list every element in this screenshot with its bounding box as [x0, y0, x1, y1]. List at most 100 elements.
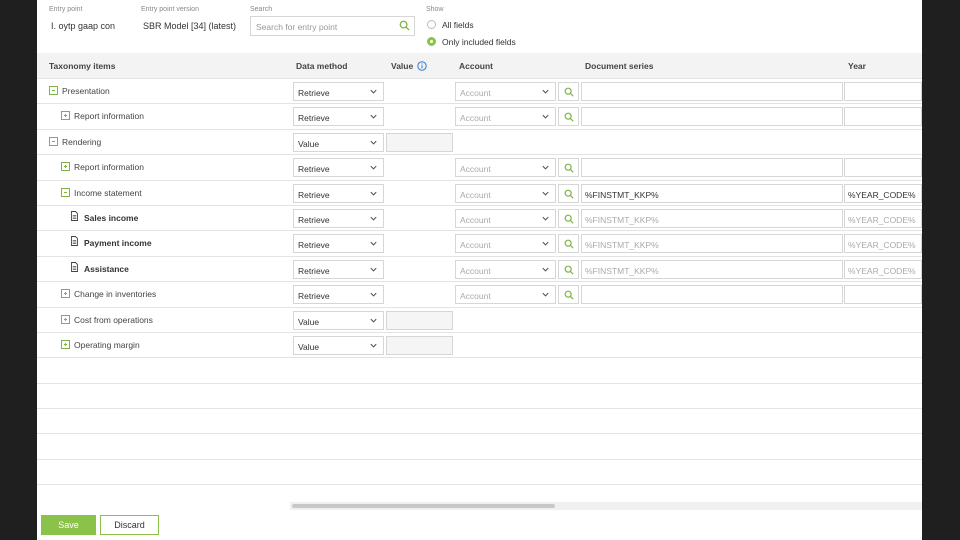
year-input[interactable]: %YEAR_CODE%	[844, 234, 922, 254]
value-input[interactable]	[386, 310, 453, 330]
data-method-select[interactable]: Retrieve	[293, 158, 384, 178]
expand-icon[interactable]	[61, 289, 70, 299]
table-row: Assistance Retrieve Account %FINSTMT_KKP% %Y…	[37, 257, 922, 283]
entry-point-version-value[interactable]: SBR Model [34] (latest)	[143, 21, 237, 31]
year-input[interactable]	[844, 285, 922, 305]
account-select[interactable]: Account	[455, 285, 556, 305]
document-series-input[interactable]	[581, 158, 843, 178]
data-method-select[interactable]: Retrieve	[293, 208, 384, 228]
account-lookup-button[interactable]	[558, 183, 579, 203]
table-row	[37, 384, 922, 410]
account-select[interactable]: Account	[455, 259, 556, 279]
col-data-method: Data method	[296, 61, 348, 71]
expand-icon[interactable]	[61, 339, 70, 349]
data-method-select[interactable]: Retrieve	[293, 234, 384, 254]
radio-all-fields-label[interactable]: All fields	[442, 20, 474, 30]
account-select[interactable]: Account	[455, 183, 556, 203]
document-series-input[interactable]: %FINSTMT_KKP%	[581, 183, 843, 203]
data-method-value: Retrieve	[298, 265, 330, 276]
search-input[interactable]: Search for entry point	[250, 16, 415, 36]
top-filter-bar: Entry point I. oytp gaap con Entry point…	[37, 0, 922, 53]
data-method-select[interactable]: Value	[293, 335, 384, 355]
search-icon[interactable]	[399, 20, 410, 31]
value-input[interactable]	[386, 335, 453, 355]
document-icon	[71, 236, 78, 247]
data-method-value: Retrieve	[298, 164, 330, 175]
taxonomy-item-label: Presentation	[62, 86, 110, 96]
collapse-icon[interactable]	[49, 136, 58, 146]
info-icon[interactable]	[417, 61, 427, 71]
radio-only-included-label[interactable]: Only included fields	[442, 37, 516, 47]
taxonomy-item-label: Report information	[74, 111, 144, 122]
scrollbar-thumb[interactable]	[292, 504, 555, 508]
data-method-select[interactable]: Retrieve	[293, 107, 384, 127]
account-lookup-button[interactable]	[558, 259, 579, 279]
collapse-icon[interactable]	[49, 86, 58, 95]
account-select[interactable]: Account	[455, 234, 556, 254]
document-series-input[interactable]: %FINSTMT_KKP%	[581, 234, 843, 254]
data-method-select[interactable]: Retrieve	[293, 285, 384, 305]
taxonomy-item-label: Payment income	[84, 238, 152, 249]
account-lookup-button[interactable]	[558, 82, 579, 101]
data-method-value: Retrieve	[298, 214, 330, 225]
col-account: Account	[459, 61, 493, 71]
data-method-select[interactable]: Value	[293, 132, 384, 152]
data-method-select[interactable]: Retrieve	[293, 82, 384, 101]
account-select[interactable]: Account	[455, 82, 556, 101]
document-series-input[interactable]	[581, 285, 843, 305]
account-lookup-button[interactable]	[558, 234, 579, 254]
show-label: Show	[426, 6, 444, 13]
year-input[interactable]	[844, 82, 922, 101]
year-input[interactable]: %YEAR_CODE%	[844, 259, 922, 279]
data-method-select[interactable]: Value	[293, 310, 384, 330]
data-method-value: Value	[298, 138, 320, 149]
expand-icon[interactable]	[61, 111, 70, 121]
document-series-input[interactable]	[581, 82, 843, 101]
account-lookup-button[interactable]	[558, 208, 579, 228]
radio-only-included-fields[interactable]	[427, 37, 436, 46]
col-year: Year	[848, 61, 866, 71]
account-lookup-button[interactable]	[558, 158, 579, 178]
year-input[interactable]: %YEAR_CODE%	[844, 208, 922, 228]
save-button[interactable]: Save	[41, 515, 96, 535]
year-input[interactable]: %YEAR_CODE%	[844, 183, 922, 203]
account-lookup-button[interactable]	[558, 285, 579, 305]
account-select[interactable]: Account	[455, 208, 556, 228]
table-row: Rendering Value	[37, 130, 922, 156]
data-method-value: Value	[298, 316, 320, 327]
account-select[interactable]: Account	[455, 158, 556, 178]
document-series-input[interactable]: %FINSTMT_KKP%	[581, 208, 843, 228]
radio-all-fields[interactable]	[427, 20, 436, 29]
year-value: %YEAR_CODE%	[848, 214, 916, 225]
document-series-input[interactable]: %FINSTMT_KKP%	[581, 259, 843, 279]
account-placeholder: Account	[460, 189, 491, 200]
chevron-down-icon	[370, 292, 377, 297]
data-method-select[interactable]: Retrieve	[293, 259, 384, 279]
table-header: Taxonomy items Data method Value Account…	[37, 53, 922, 79]
chevron-down-icon	[370, 343, 377, 348]
chevron-down-icon	[542, 165, 549, 170]
expand-icon[interactable]	[61, 162, 70, 172]
data-method-value: Retrieve	[298, 88, 330, 98]
table-row: Income statement Retrieve Account %FINSTMT_…	[37, 181, 922, 206]
expand-icon[interactable]	[61, 314, 70, 324]
search-label: Search	[250, 6, 273, 13]
account-select[interactable]: Account	[455, 107, 556, 127]
lookup-search-icon	[564, 239, 574, 249]
table-row	[37, 434, 922, 460]
entry-point-value[interactable]: I. oytp gaap con	[51, 21, 116, 31]
chevron-down-icon	[542, 216, 549, 221]
data-method-select[interactable]: Retrieve	[293, 183, 384, 203]
value-input[interactable]	[386, 132, 453, 152]
document-icon	[71, 211, 78, 221]
year-input[interactable]	[844, 107, 922, 127]
table-row: Payment income Retrieve Account %FINSTMT_KK…	[37, 231, 922, 257]
table-row	[37, 460, 922, 486]
year-input[interactable]	[844, 158, 922, 178]
collapse-icon[interactable]	[61, 187, 70, 197]
document-series-input[interactable]	[581, 107, 843, 127]
horizontal-scrollbar[interactable]	[290, 502, 922, 510]
discard-button[interactable]: Discard	[100, 515, 159, 535]
account-lookup-button[interactable]	[558, 107, 579, 127]
data-method-value: Retrieve	[298, 291, 330, 302]
